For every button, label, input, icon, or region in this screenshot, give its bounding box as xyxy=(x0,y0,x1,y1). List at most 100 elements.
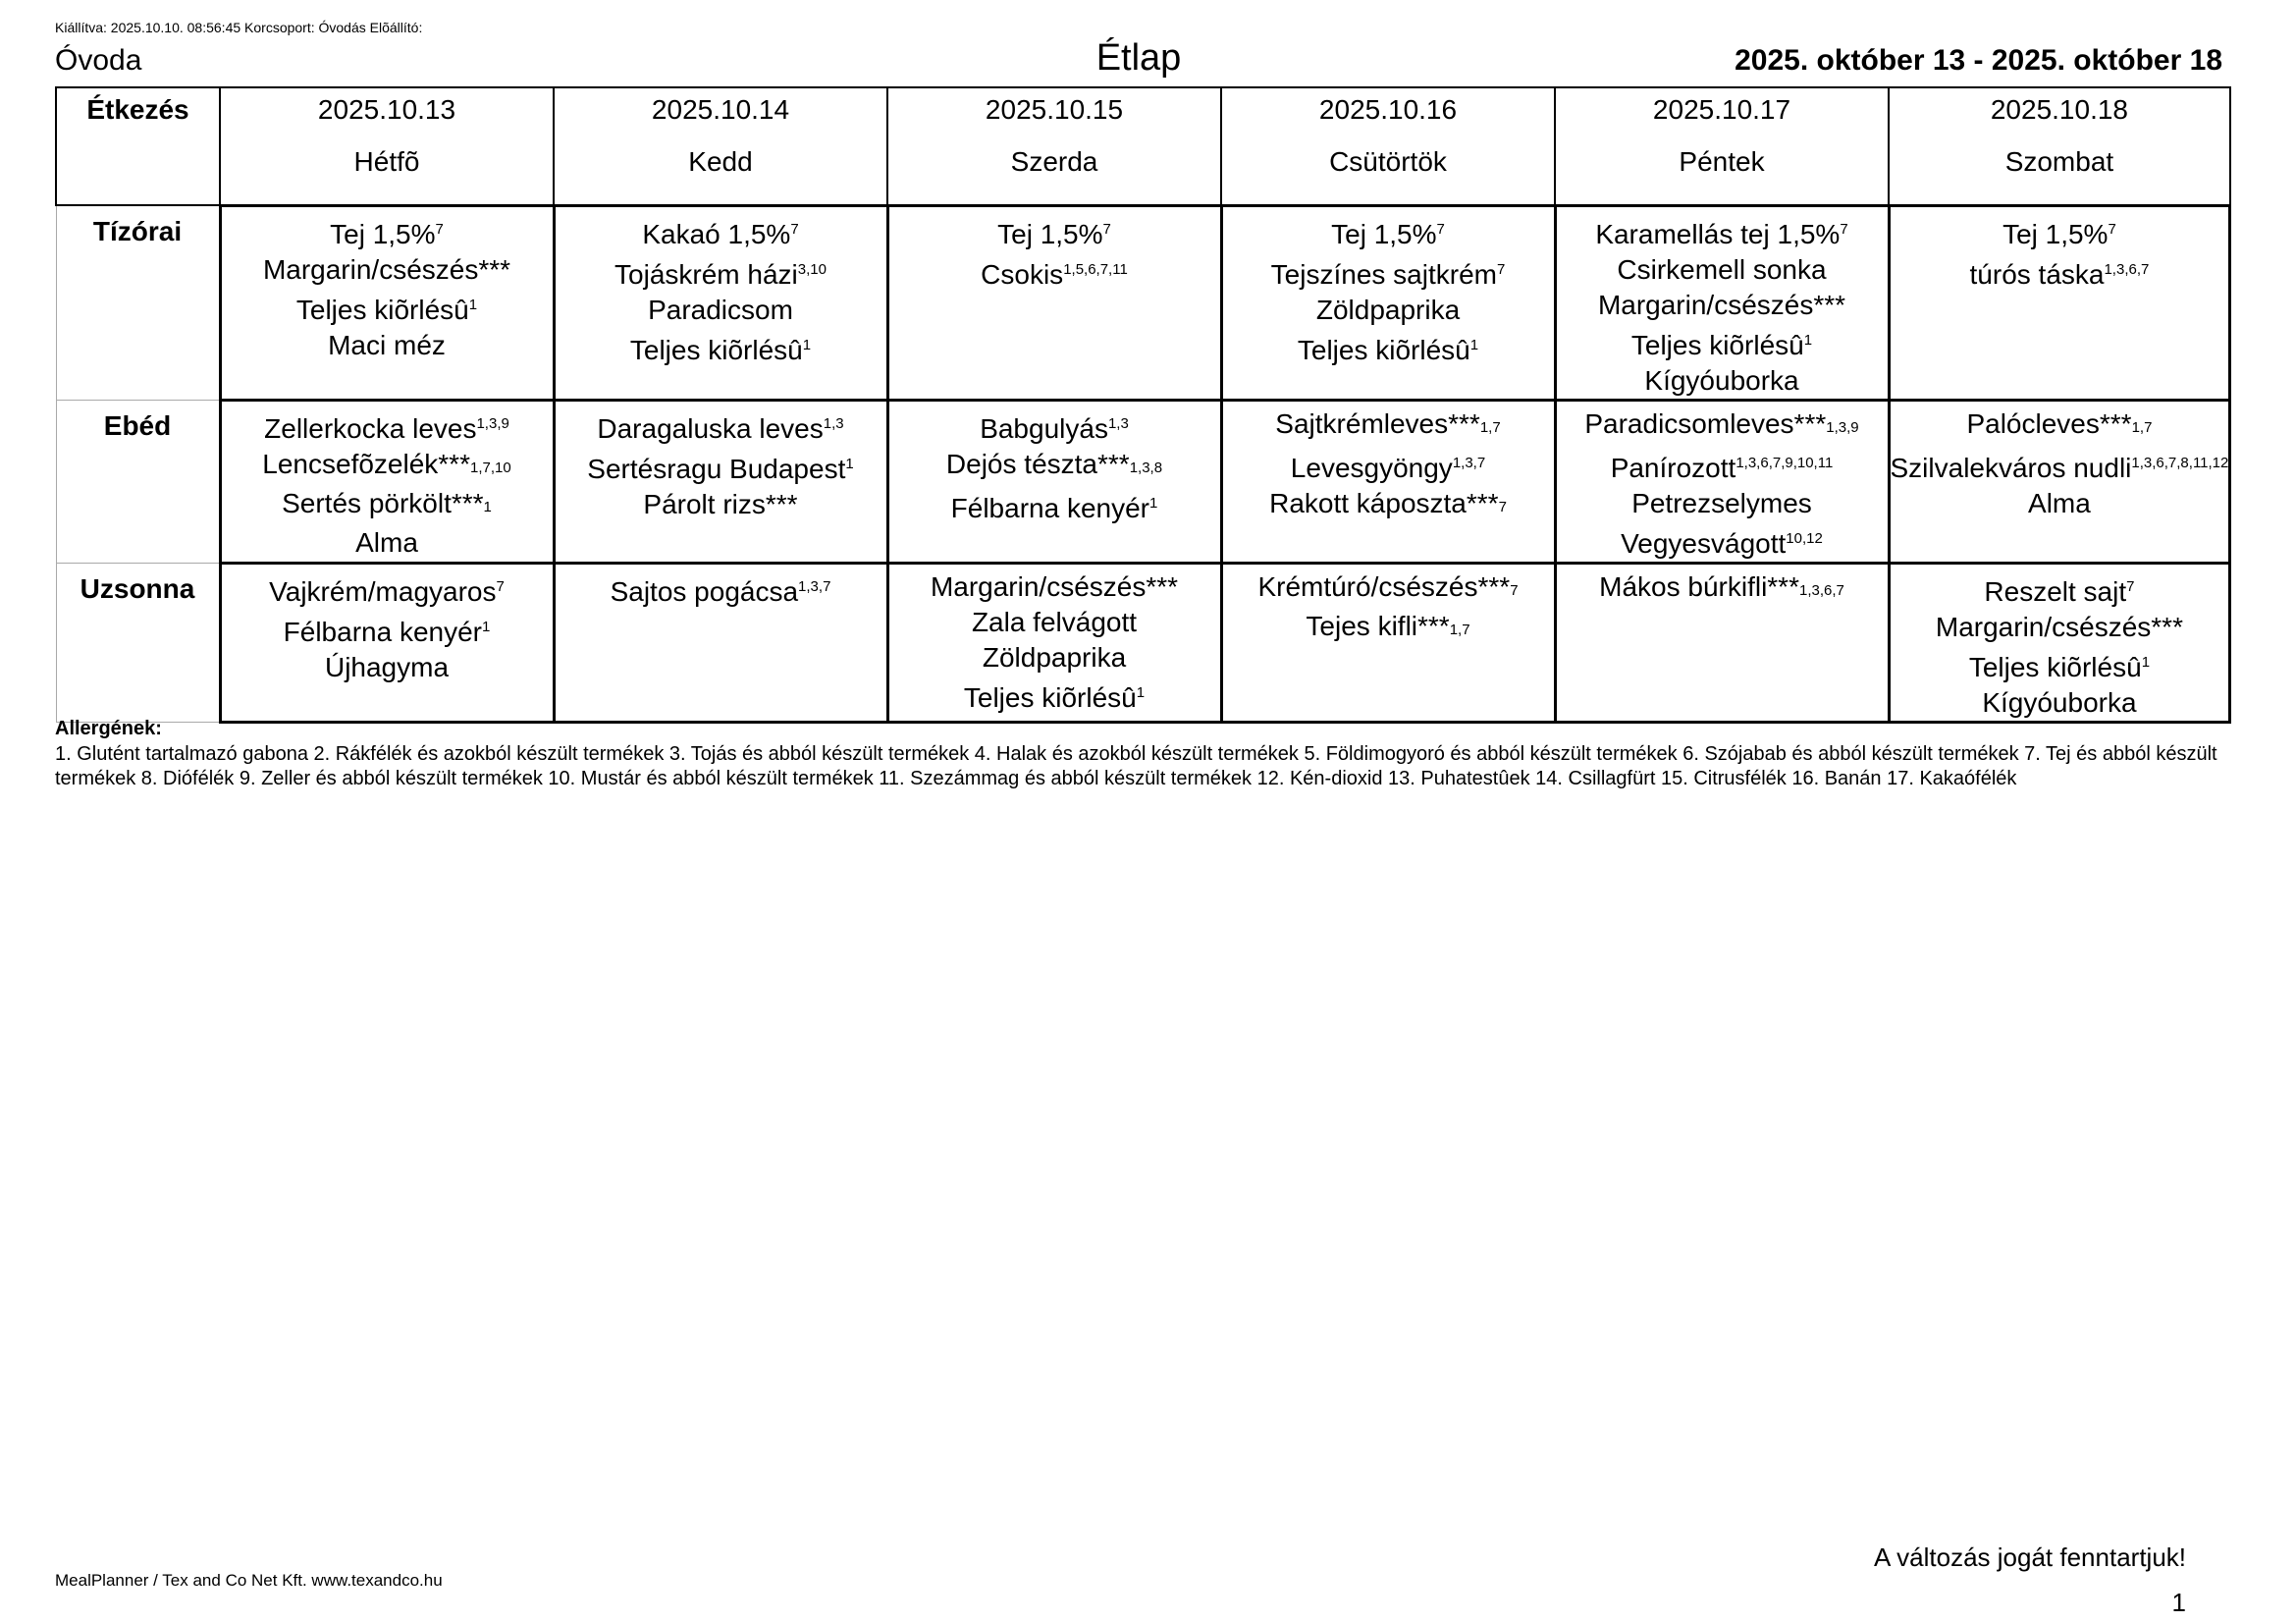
allergen-numbers: 1,7,10 xyxy=(469,459,511,476)
allergen-numbers: 1 xyxy=(802,336,812,353)
menu-item: Tejes kifli***1,7 xyxy=(1223,609,1554,648)
menu-item: Teljes kiõrlésû1 xyxy=(1223,328,1554,368)
allergen-numbers: 7 xyxy=(1840,220,1848,238)
menu-cell-r2-c1: Sajtos pogácsa1,3,7 xyxy=(552,561,889,724)
menu-item-text: Reszelt sajt xyxy=(1984,575,2127,607)
menu-cell-r0-c2: Tej 1,5%7 Csokis1,5,6,7,11 xyxy=(885,203,1223,402)
org-name: Óvoda xyxy=(55,44,142,77)
menu-item-text: Sertésragu Budapest xyxy=(587,453,846,484)
allergen-numbers: 1 xyxy=(482,618,491,635)
menu-item: Szilvalekváros nudli1,3,6,7,8,11,12 xyxy=(1891,446,2229,486)
menu-item: Paradicsom xyxy=(556,293,886,328)
menu-item-text: Tej 1,5% xyxy=(330,218,436,249)
allergen-numbers: 1,5,6,7,11 xyxy=(1063,260,1128,278)
menu-cell-r0-c5: Tej 1,5%7 túrós táska1,3,6,7 xyxy=(1887,203,2232,402)
menu-item: Margarin/csészés*** xyxy=(1891,610,2229,645)
menu-item: Karamellás tej 1,5%7 xyxy=(1557,212,1888,252)
menu-item-text: Újhagyma xyxy=(324,651,450,682)
menu-item: Zala felvágott xyxy=(889,605,1220,640)
allergen-numbers: 1,3,9 xyxy=(1826,418,1859,436)
menu-item-text: Tejszínes sajtkrém xyxy=(1270,258,1497,290)
menu-item: Mákos búrkifli***1,3,6,7 xyxy=(1557,569,1888,609)
menu-item-text: Tej 1,5% xyxy=(997,218,1103,249)
footer-brand: MealPlanner / Tex and Co Net Kft. www.te… xyxy=(55,1571,443,1590)
menu-item: Paradicsomleves***1,3,9 xyxy=(1557,406,1888,446)
menu-item-text: Palócleves*** xyxy=(1966,407,2132,439)
menu-item: Margarin/csészés*** xyxy=(222,252,553,288)
day-header-5: 2025.10.18 Szombat xyxy=(1888,86,2231,206)
menu-item-text: Kígyóuborka xyxy=(1644,364,1799,396)
allergen-numbers: 1,7 xyxy=(1479,418,1501,436)
menu-item-text: Teljes kiõrlésû xyxy=(629,334,803,365)
menu-item-text: Tejes kifli*** xyxy=(1306,610,1450,641)
allergen-numbers: 1 xyxy=(1803,331,1813,349)
menu-item: Sertésragu Budapest1 xyxy=(556,447,886,487)
menu-item-text: Kígyóuborka xyxy=(1982,686,2137,718)
row-label-uzsonna: Uzsonna xyxy=(55,562,221,723)
menu-item: Sajtkrémleves***1,7 xyxy=(1223,406,1554,446)
menu-item-text: Félbarna kenyér xyxy=(950,492,1149,523)
allergen-numbers: 1,3,6,7,9,10,11 xyxy=(1735,454,1834,471)
allergen-numbers: 1,3 xyxy=(823,414,844,432)
issued-line: Kiállítva: 2025.10.10. 08:56:45 Korcsopo… xyxy=(55,20,423,35)
menu-item: Margarin/csészés*** xyxy=(889,569,1220,605)
menu-item: Zöldpaprika xyxy=(889,640,1220,676)
menu-item-text: Zellerkocka leves xyxy=(264,412,477,444)
allergens-text: 1. Glutént tartalmazó gabona 2. Rákfélék… xyxy=(55,743,2217,789)
allergen-numbers: 7 xyxy=(2108,220,2116,238)
day-date: 2025.10.13 xyxy=(317,94,456,125)
menu-item: Teljes kiõrlésû1 xyxy=(1891,645,2229,685)
menu-item: Félbarna kenyér1 xyxy=(889,486,1220,526)
menu-item-text: Lencsefõzelék*** xyxy=(262,448,470,479)
menu-item: Sajtos pogácsa1,3,7 xyxy=(556,569,886,610)
page-number: 1 xyxy=(2171,1588,2186,1617)
menu-item-text: Paradicsomleves*** xyxy=(1584,407,1827,439)
allergens-section: Allergének: 1. Glutént tartalmazó gabona… xyxy=(55,718,2232,791)
menu-item: Tej 1,5%7 xyxy=(889,212,1220,252)
menu-item-text: Dejós tészta*** xyxy=(945,448,1130,479)
menu-item: Rakott káposzta***7 xyxy=(1223,486,1554,525)
day-header-2: 2025.10.15 Szerda xyxy=(886,86,1222,206)
allergen-numbers: 1 xyxy=(483,498,492,515)
menu-item-text: Margarin/csészés*** xyxy=(262,253,511,285)
menu-cell-r2-c0: Vajkrém/magyaros7 Félbarna kenyér1 Újhagym… xyxy=(218,561,556,724)
menu-item: Zellerkocka leves1,3,9 xyxy=(222,406,553,447)
menu-item: Panírozott1,3,6,7,9,10,11 xyxy=(1557,446,1888,486)
allergen-numbers: 7 xyxy=(1436,220,1445,238)
menu-item-text: Teljes kiõrlésû xyxy=(1297,334,1470,365)
allergen-numbers: 7 xyxy=(1102,220,1111,238)
menu-item: Vajkrém/magyaros7 xyxy=(222,569,553,610)
menu-item-text: Rakott káposzta*** xyxy=(1269,487,1499,518)
menu-cell-r2-c3: Krémtúró/csészés***7 Tejes kifli***1,7 xyxy=(1219,561,1557,724)
menu-cell-r0-c3: Tej 1,5%7 Tejszínes sajtkrém7 Zöldpaprika T… xyxy=(1219,203,1557,402)
allergen-numbers: 3,10 xyxy=(797,260,827,278)
menu-cell-r2-c2: Margarin/csészés*** Zala felvágott Zöldpap… xyxy=(885,561,1223,724)
menu-cell-r2-c4: Mákos búrkifli***1,3,6,7 xyxy=(1553,561,1891,724)
menu-item-text: Sertés pörkölt*** xyxy=(282,487,484,518)
menu-item-text: Margarin/csészés*** xyxy=(1597,289,1846,320)
menu-cell-r1-c1: Daragaluska leves1,3 Sertésragu Budapest1… xyxy=(552,398,889,565)
title-bar: Óvoda Étlap 2025. október 13 - 2025. okt… xyxy=(55,37,2222,80)
menu-item-text: Vajkrém/magyaros xyxy=(269,575,497,607)
menu-item-text: Paradicsom xyxy=(648,294,793,325)
menu-item: Párolt rizs*** xyxy=(556,487,886,522)
allergen-numbers: 1 xyxy=(1136,683,1146,701)
menu-item: Reszelt sajt7 xyxy=(1891,569,2229,610)
menu-item: Maci méz xyxy=(222,328,553,363)
menu-item: Tejszínes sajtkrém7 xyxy=(1223,252,1554,293)
menu-item-text: Maci méz xyxy=(328,329,446,360)
menu-item: Újhagyma xyxy=(222,650,553,685)
day-date: 2025.10.14 xyxy=(651,94,790,125)
menu-item: Dejós tészta***1,3,8 xyxy=(889,447,1220,486)
menu-item: Teljes kiõrlésû1 xyxy=(1557,323,1888,363)
menu-item: Félbarna kenyér1 xyxy=(222,610,553,650)
menu-item-text: Krémtúró/csészés*** xyxy=(1257,570,1511,602)
menu-item: Krémtúró/csészés***7 xyxy=(1223,569,1554,609)
menu-cell-r1-c5: Palócleves***1,7 Szilvalekváros nudli1,3,… xyxy=(1887,398,2232,565)
allergen-numbers: 1,3,7 xyxy=(1452,454,1486,471)
day-name: Kedd xyxy=(688,146,753,177)
allergen-numbers: 1 xyxy=(845,455,854,472)
allergen-numbers: 10,12 xyxy=(1786,529,1823,547)
menu-item: Lencsefõzelék***1,7,10 xyxy=(222,447,553,486)
